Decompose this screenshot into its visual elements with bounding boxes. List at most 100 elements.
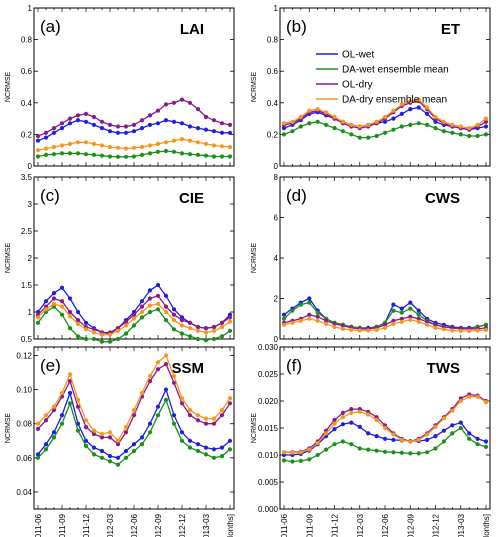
- data-point: [51, 404, 57, 409]
- data-point: [131, 448, 137, 454]
- series-da-dry-ensemble-mean: [281, 394, 489, 455]
- plot-frame: [33, 346, 235, 510]
- data-point: [458, 425, 463, 431]
- data-point: [332, 427, 337, 432]
- data-point: [203, 141, 209, 146]
- series-line: [283, 121, 487, 139]
- y-tick-label: 0.04: [16, 488, 32, 497]
- data-point: [115, 455, 121, 460]
- data-point: [315, 318, 320, 323]
- data-point: [290, 459, 295, 464]
- data-point: [391, 308, 396, 313]
- data-point: [51, 130, 57, 135]
- data-point: [51, 301, 57, 306]
- data-point: [187, 100, 193, 105]
- data-point: [171, 373, 177, 379]
- data-point: [211, 118, 217, 123]
- panel-label: (c): [40, 186, 60, 205]
- data-point: [227, 154, 233, 159]
- data-point: [139, 390, 145, 396]
- data-point: [99, 339, 105, 344]
- data-point: [75, 428, 81, 433]
- data-point: [357, 446, 362, 451]
- data-point: [147, 373, 153, 379]
- panel-title: TWS: [427, 360, 460, 377]
- data-point: [458, 124, 463, 129]
- y-tick-label: 0.12: [16, 352, 32, 361]
- data-point: [349, 132, 354, 137]
- data-point: [187, 438, 193, 443]
- data-point: [219, 445, 225, 450]
- data-point: [307, 447, 312, 452]
- data-point: [139, 442, 145, 447]
- data-point: [51, 435, 57, 440]
- data-point: [59, 143, 65, 148]
- data-point: [374, 133, 379, 139]
- data-point: [187, 320, 193, 325]
- data-point: [99, 143, 105, 148]
- data-point: [483, 116, 489, 121]
- data-point: [187, 138, 193, 143]
- data-point: [391, 318, 396, 323]
- data-point: [416, 316, 421, 321]
- data-point: [43, 413, 49, 418]
- data-point: [187, 413, 193, 418]
- y-axis-label: NCRMSE: [5, 72, 12, 103]
- data-point: [139, 152, 145, 157]
- data-point: [332, 114, 337, 120]
- data-point: [332, 417, 337, 422]
- data-point: [399, 102, 404, 107]
- data-point: [203, 421, 209, 426]
- data-point: [382, 436, 388, 441]
- series-ol-dry: [35, 97, 233, 139]
- data-point: [139, 309, 145, 315]
- data-point: [131, 316, 137, 321]
- data-point: [483, 322, 489, 327]
- y-tick-label: 0.015: [258, 424, 279, 433]
- y-tick-label: 6: [274, 214, 279, 223]
- data-point: [67, 390, 73, 396]
- data-point: [131, 129, 137, 134]
- y-tick-label: 1: [274, 4, 279, 13]
- data-point: [195, 413, 201, 418]
- data-point: [123, 425, 129, 430]
- data-point: [195, 152, 201, 157]
- data-point: [203, 153, 209, 158]
- data-point: [399, 437, 404, 442]
- data-point: [408, 451, 413, 456]
- data-point: [163, 309, 169, 315]
- data-point: [187, 408, 193, 413]
- data-point: [450, 408, 455, 413]
- data-point: [366, 447, 371, 452]
- y-tick-label: 1: [28, 4, 33, 13]
- data-point: [43, 307, 49, 312]
- data-point: [416, 451, 421, 456]
- data-point: [366, 412, 371, 417]
- data-point: [391, 116, 396, 121]
- data-point: [416, 312, 421, 317]
- data-point: [408, 122, 413, 127]
- data-point: [219, 130, 225, 135]
- data-point: [211, 325, 217, 330]
- data-point: [416, 319, 421, 324]
- data-point: [382, 449, 388, 454]
- data-point: [340, 326, 345, 331]
- data-point: [155, 149, 161, 154]
- data-point: [123, 124, 129, 129]
- data-point: [131, 312, 137, 317]
- series-ol-wet: [35, 387, 233, 460]
- data-point: [475, 328, 480, 333]
- data-point: [425, 450, 430, 455]
- panel-cws: 0 2 4 6 8 NCRMSE (d) CWS: [251, 173, 491, 344]
- x-tick-label: 2012-12: [178, 513, 187, 537]
- data-point: [163, 387, 169, 392]
- data-point: [67, 151, 73, 156]
- data-point: [483, 132, 489, 137]
- data-point: [155, 282, 161, 288]
- data-point: [123, 430, 129, 435]
- data-point: [433, 119, 438, 124]
- data-point: [51, 296, 57, 301]
- data-point: [83, 443, 89, 448]
- data-point: [357, 409, 362, 414]
